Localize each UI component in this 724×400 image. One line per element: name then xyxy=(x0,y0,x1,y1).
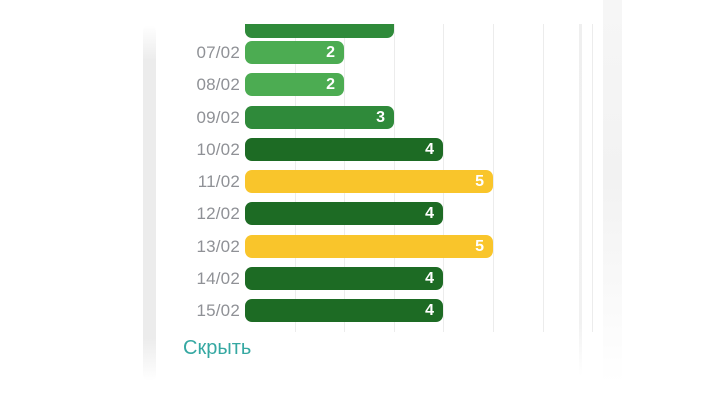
chart-row: 09/02 3 xyxy=(0,105,724,129)
bar-date-label: 12/02 xyxy=(196,204,240,224)
bar-date-label: 13/02 xyxy=(196,236,240,256)
bar[interactable]: 4 xyxy=(245,202,443,226)
partial-bar-clipped-top[interactable] xyxy=(245,24,394,38)
bar-date-label: 15/02 xyxy=(196,301,240,320)
chart-row: 13/02 5 xyxy=(0,234,724,258)
chart-row: 12/02 4 xyxy=(0,202,724,226)
bar-value-label: 2 xyxy=(326,76,335,94)
bar-date-label: 10/02 xyxy=(196,139,240,159)
bar-value-label: 5 xyxy=(475,173,484,190)
bar-date-label: 11/02 xyxy=(197,172,240,191)
bar[interactable]: 3 xyxy=(245,105,394,129)
bar[interactable]: 4 xyxy=(245,137,443,161)
right-edge-band xyxy=(603,0,622,400)
bar-date-label: 08/02 xyxy=(196,75,240,95)
bar[interactable]: 2 xyxy=(245,73,344,97)
bar[interactable]: 2 xyxy=(245,41,344,64)
chart-row: 15/02 4 xyxy=(0,299,724,322)
left-edge-band xyxy=(143,25,156,381)
gridline xyxy=(592,24,593,332)
chart-row: 14/02 4 xyxy=(0,266,724,290)
bar-date-label: 07/02 xyxy=(196,43,240,62)
gridline xyxy=(543,24,544,332)
bar[interactable]: 4 xyxy=(245,266,443,290)
chart-row: 11/02 5 xyxy=(0,170,724,193)
gridline xyxy=(493,24,494,332)
bar[interactable]: 4 xyxy=(245,299,443,322)
chart-row: 10/02 4 xyxy=(0,137,724,161)
chart-row: 07/02 2 xyxy=(0,41,724,64)
bar-value-label: 2 xyxy=(326,44,335,61)
bar[interactable]: 5 xyxy=(245,234,493,258)
right-edge-line xyxy=(579,24,582,376)
bar-date-label: 09/02 xyxy=(196,107,240,127)
hide-link[interactable]: Скрыть xyxy=(183,337,252,359)
bar-value-label: 3 xyxy=(376,108,385,126)
bar-value-label: 4 xyxy=(425,269,434,287)
bar-date-label: 14/02 xyxy=(196,268,240,288)
bar[interactable]: 5 xyxy=(245,170,493,193)
bar-value-label: 5 xyxy=(475,237,484,255)
bar-value-label: 4 xyxy=(425,205,434,223)
chart-row: 08/02 2 xyxy=(0,73,724,97)
bar-value-label: 4 xyxy=(425,302,434,319)
bar-value-label: 4 xyxy=(425,140,434,158)
